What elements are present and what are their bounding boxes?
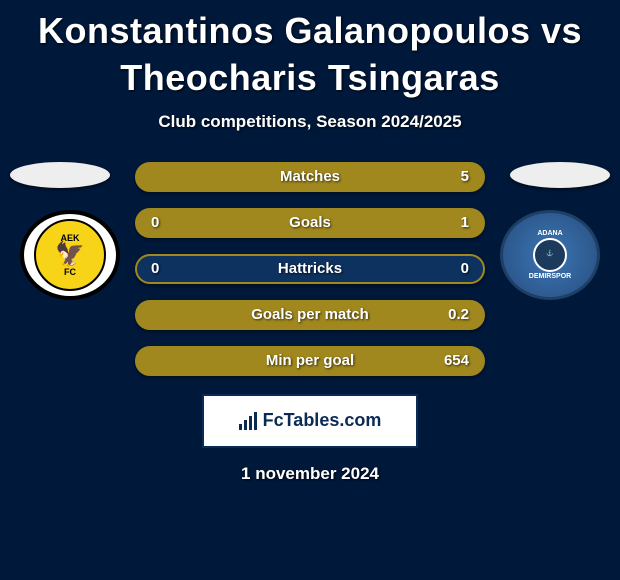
- adana-text-bottom: DEMIRSPOR: [529, 273, 571, 280]
- adana-center-icon: ⚓: [533, 238, 567, 272]
- stat-label: Hattricks: [196, 260, 424, 277]
- stats-container: Matches50Goals10Hattricks0Goals per matc…: [135, 162, 485, 376]
- stat-right-value: 5: [424, 168, 469, 185]
- stat-bar: Min per goal654: [135, 346, 485, 376]
- stat-label: Goals: [196, 214, 424, 231]
- aek-text-bottom: FC: [64, 267, 76, 277]
- stat-right-value: 0: [424, 260, 469, 277]
- bars-icon: [239, 412, 257, 430]
- stat-label: Goals per match: [196, 306, 424, 323]
- stat-label: Min per goal: [196, 352, 424, 369]
- stat-bar: 0Hattricks0: [135, 254, 485, 284]
- left-country-flag: [10, 162, 110, 188]
- aek-badge-inner: ΑΕΚ 🦅 FC: [34, 219, 106, 291]
- left-club-badge: ΑΕΚ 🦅 FC: [20, 210, 120, 300]
- stat-label: Matches: [196, 168, 424, 185]
- comparison-content: ΑΕΚ 🦅 FC ADANA ⚓ DEMIRSPOR Matches50Goal…: [0, 162, 620, 484]
- stat-right-value: 1: [424, 214, 469, 231]
- eagle-icon: 🦅: [55, 243, 85, 267]
- comparison-title: Konstantinos Galanopoulos vs Theocharis …: [0, 0, 620, 102]
- stat-left-value: 0: [151, 260, 196, 277]
- footer-attribution: FcTables.com: [202, 394, 418, 448]
- stat-bar: 0Goals1: [135, 208, 485, 238]
- right-country-flag: [510, 162, 610, 188]
- stat-left-value: 0: [151, 214, 196, 231]
- comparison-date: 1 november 2024: [0, 464, 620, 484]
- stat-right-value: 0.2: [424, 306, 469, 323]
- stat-bar: Goals per match0.2: [135, 300, 485, 330]
- stat-bar: Matches5: [135, 162, 485, 192]
- footer-label: FcTables.com: [263, 410, 382, 431]
- adana-text-top: ADANA: [537, 230, 562, 237]
- comparison-subtitle: Club competitions, Season 2024/2025: [0, 112, 620, 132]
- stat-right-value: 654: [424, 352, 469, 369]
- right-club-badge: ADANA ⚓ DEMIRSPOR: [500, 210, 600, 300]
